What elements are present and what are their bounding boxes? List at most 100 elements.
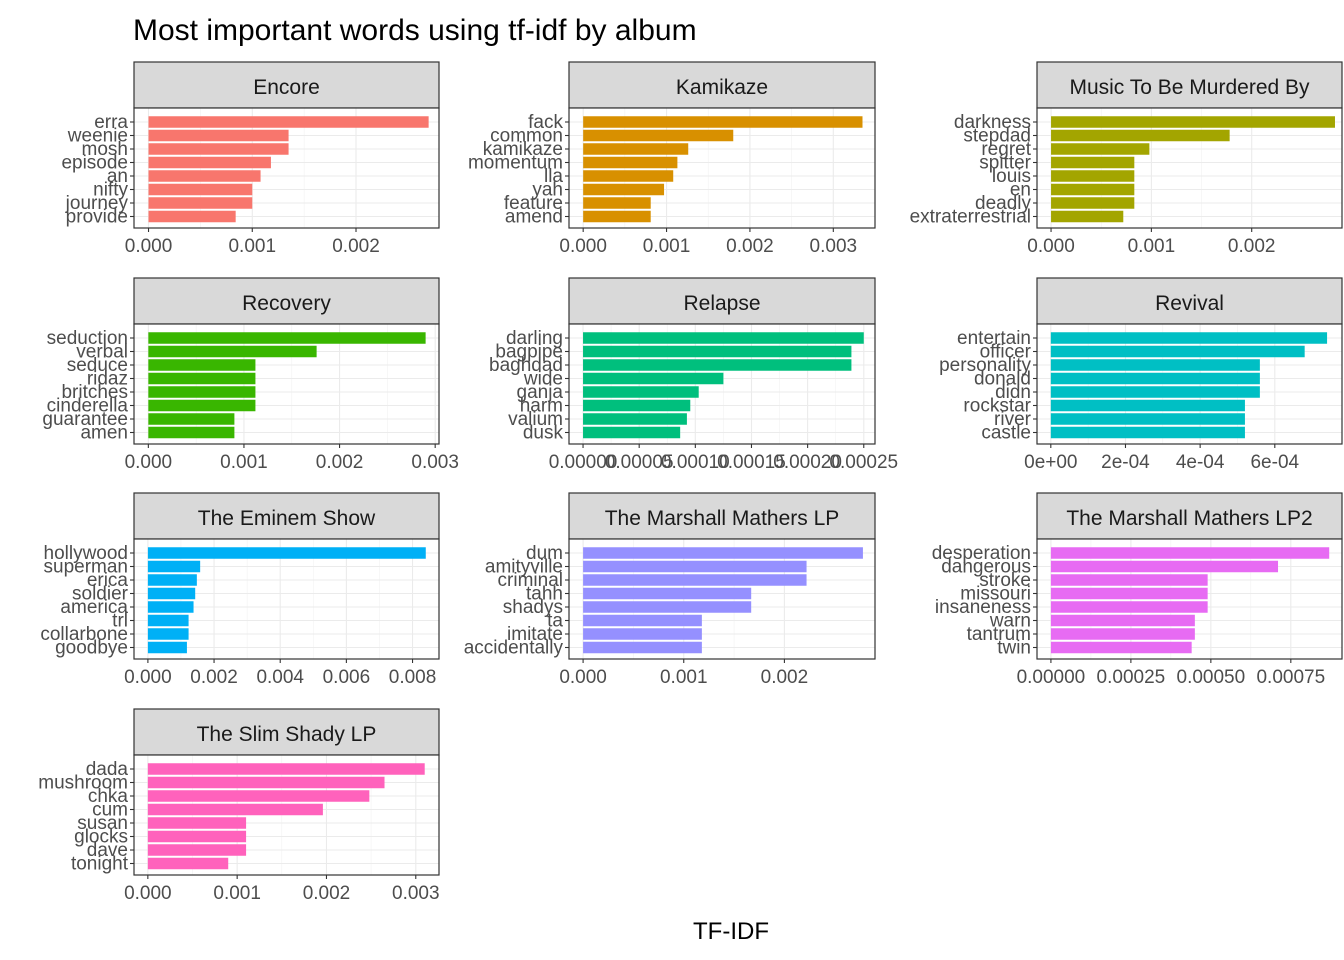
y-tick-label: dada: [86, 759, 129, 780]
y-tick-label: shadys: [503, 597, 563, 618]
x-tick-label: 2e-04: [1101, 452, 1150, 473]
bar-tantrum: [1050, 628, 1195, 640]
y-tick-label: desperation: [932, 543, 1031, 564]
bar-imitate: [583, 628, 702, 640]
facet-strip: [133, 492, 440, 540]
bar-stroke: [1050, 574, 1208, 586]
bar-darkness: [1051, 116, 1335, 128]
y-tick-label: darkness: [954, 112, 1031, 133]
bar-ta: [583, 614, 702, 627]
x-tick-label: 0.001: [213, 883, 261, 904]
x-tick-label: 0.001: [228, 236, 276, 257]
y-tick-label: tantrum: [967, 624, 1031, 645]
y-tick-label: cum: [92, 800, 128, 821]
y-tick-label: dusk: [523, 423, 564, 444]
y-tick-label: cinderella: [47, 396, 129, 417]
bar-tahh: [583, 587, 752, 600]
x-tick-label: 0.00025: [829, 452, 898, 473]
bar-britches: [148, 386, 256, 398]
bar-personality: [1050, 359, 1260, 371]
facet-strip: [568, 61, 876, 109]
y-tick-label: weenie: [67, 126, 128, 147]
y-tick-label: louis: [992, 166, 1031, 187]
x-tick-label: 0.000: [559, 667, 607, 688]
y-tick-label: erra: [94, 112, 128, 133]
x-tick-label: 0.000: [125, 452, 173, 473]
x-tick-label: 6e-04: [1250, 452, 1299, 473]
bar-momentum: [583, 156, 678, 169]
y-tick-label: tonight: [71, 854, 129, 875]
y-tick-label: nifty: [93, 180, 128, 201]
bar-missouri: [1050, 587, 1208, 600]
y-tick-label: an: [107, 166, 128, 187]
bar-regret: [1051, 143, 1150, 155]
y-tick-label: verbal: [76, 342, 128, 363]
bar-castle: [1050, 426, 1245, 439]
bar-shadys: [583, 601, 752, 613]
bar-dangerous: [1050, 560, 1279, 573]
y-tick-label: dave: [87, 840, 128, 861]
bar-susan: [147, 817, 247, 829]
y-tick-label: imitate: [507, 624, 563, 645]
facet-strip: [133, 61, 440, 109]
bar-nifty: [148, 183, 253, 196]
y-tick-label: chka: [88, 786, 129, 807]
y-tick-label: amen: [80, 423, 128, 444]
y-tick-label: seduce: [67, 355, 128, 376]
y-tick-label: donald: [974, 369, 1031, 390]
y-tick-label: collarbone: [40, 624, 128, 645]
x-tick-label: 0.002: [190, 667, 238, 688]
y-tick-label: goodbye: [55, 638, 128, 659]
y-tick-label: kamikaze: [483, 139, 563, 160]
panel-border: [1036, 323, 1343, 445]
bar-baghdad: [583, 359, 852, 371]
y-tick-label: extraterrestrial: [910, 207, 1031, 228]
y-tick-label: accidentally: [464, 638, 564, 659]
panel-the-slim-shady-lp: The Slim Shady LP dadamushroomchkacumsusa…: [38, 708, 440, 904]
x-tick-label: 0.001: [660, 667, 708, 688]
bar-ridaz: [148, 372, 256, 385]
y-tick-label: criminal: [498, 570, 563, 591]
bar-amen: [148, 426, 235, 439]
y-tick-label: momentum: [468, 153, 563, 174]
x-tick-label: 0.000: [1027, 236, 1075, 257]
bar-criminal: [583, 574, 807, 586]
facet-strip-label: Relapse: [683, 292, 760, 315]
y-tick-label: seduction: [47, 328, 128, 349]
y-tick-label: journey: [65, 193, 129, 214]
facet-strip-label: Encore: [253, 76, 320, 99]
facet-strip-label: The Eminem Show: [198, 507, 376, 530]
x-tick-label: 4e-04: [1176, 452, 1225, 473]
x-tick-label: 0.00025: [1097, 667, 1166, 688]
panel-border: [568, 107, 876, 229]
bar-seduction: [148, 332, 426, 344]
bar-twin: [1050, 641, 1192, 654]
y-tick-label: susan: [77, 813, 128, 834]
y-tick-label: fack: [528, 112, 563, 133]
x-tick-label: 0.00000: [549, 452, 618, 473]
y-tick-label: america: [60, 597, 128, 618]
bar-common: [583, 129, 734, 142]
bar-provide: [148, 210, 236, 223]
panel-border: [1036, 107, 1343, 229]
x-tick-label: 0.00050: [1177, 667, 1246, 688]
facet-strip: [1036, 61, 1343, 109]
y-tick-label: lla: [544, 166, 563, 187]
x-tick-label: 0.00000: [1017, 667, 1086, 688]
y-tick-label: amend: [505, 207, 563, 228]
y-tick-label: britches: [61, 382, 128, 403]
bar-chka: [147, 790, 370, 802]
x-axis-title: TF-IDF: [693, 918, 769, 945]
y-tick-label: ta: [547, 611, 563, 632]
y-tick-label: valium: [508, 409, 563, 430]
facet-strip-label: Recovery: [242, 292, 331, 315]
bar-didn: [1050, 386, 1260, 398]
bar-ganja: [583, 386, 699, 398]
facet-strip: [1036, 492, 1343, 540]
bar-valium: [583, 413, 687, 425]
x-tick-label: 0.002: [316, 452, 364, 473]
bar-bagpipe: [583, 345, 852, 358]
y-tick-label: insaneness: [935, 597, 1031, 618]
x-tick-label: 0.001: [643, 236, 691, 257]
facet-strip-label: Music To Be Murdered By: [1069, 76, 1310, 99]
